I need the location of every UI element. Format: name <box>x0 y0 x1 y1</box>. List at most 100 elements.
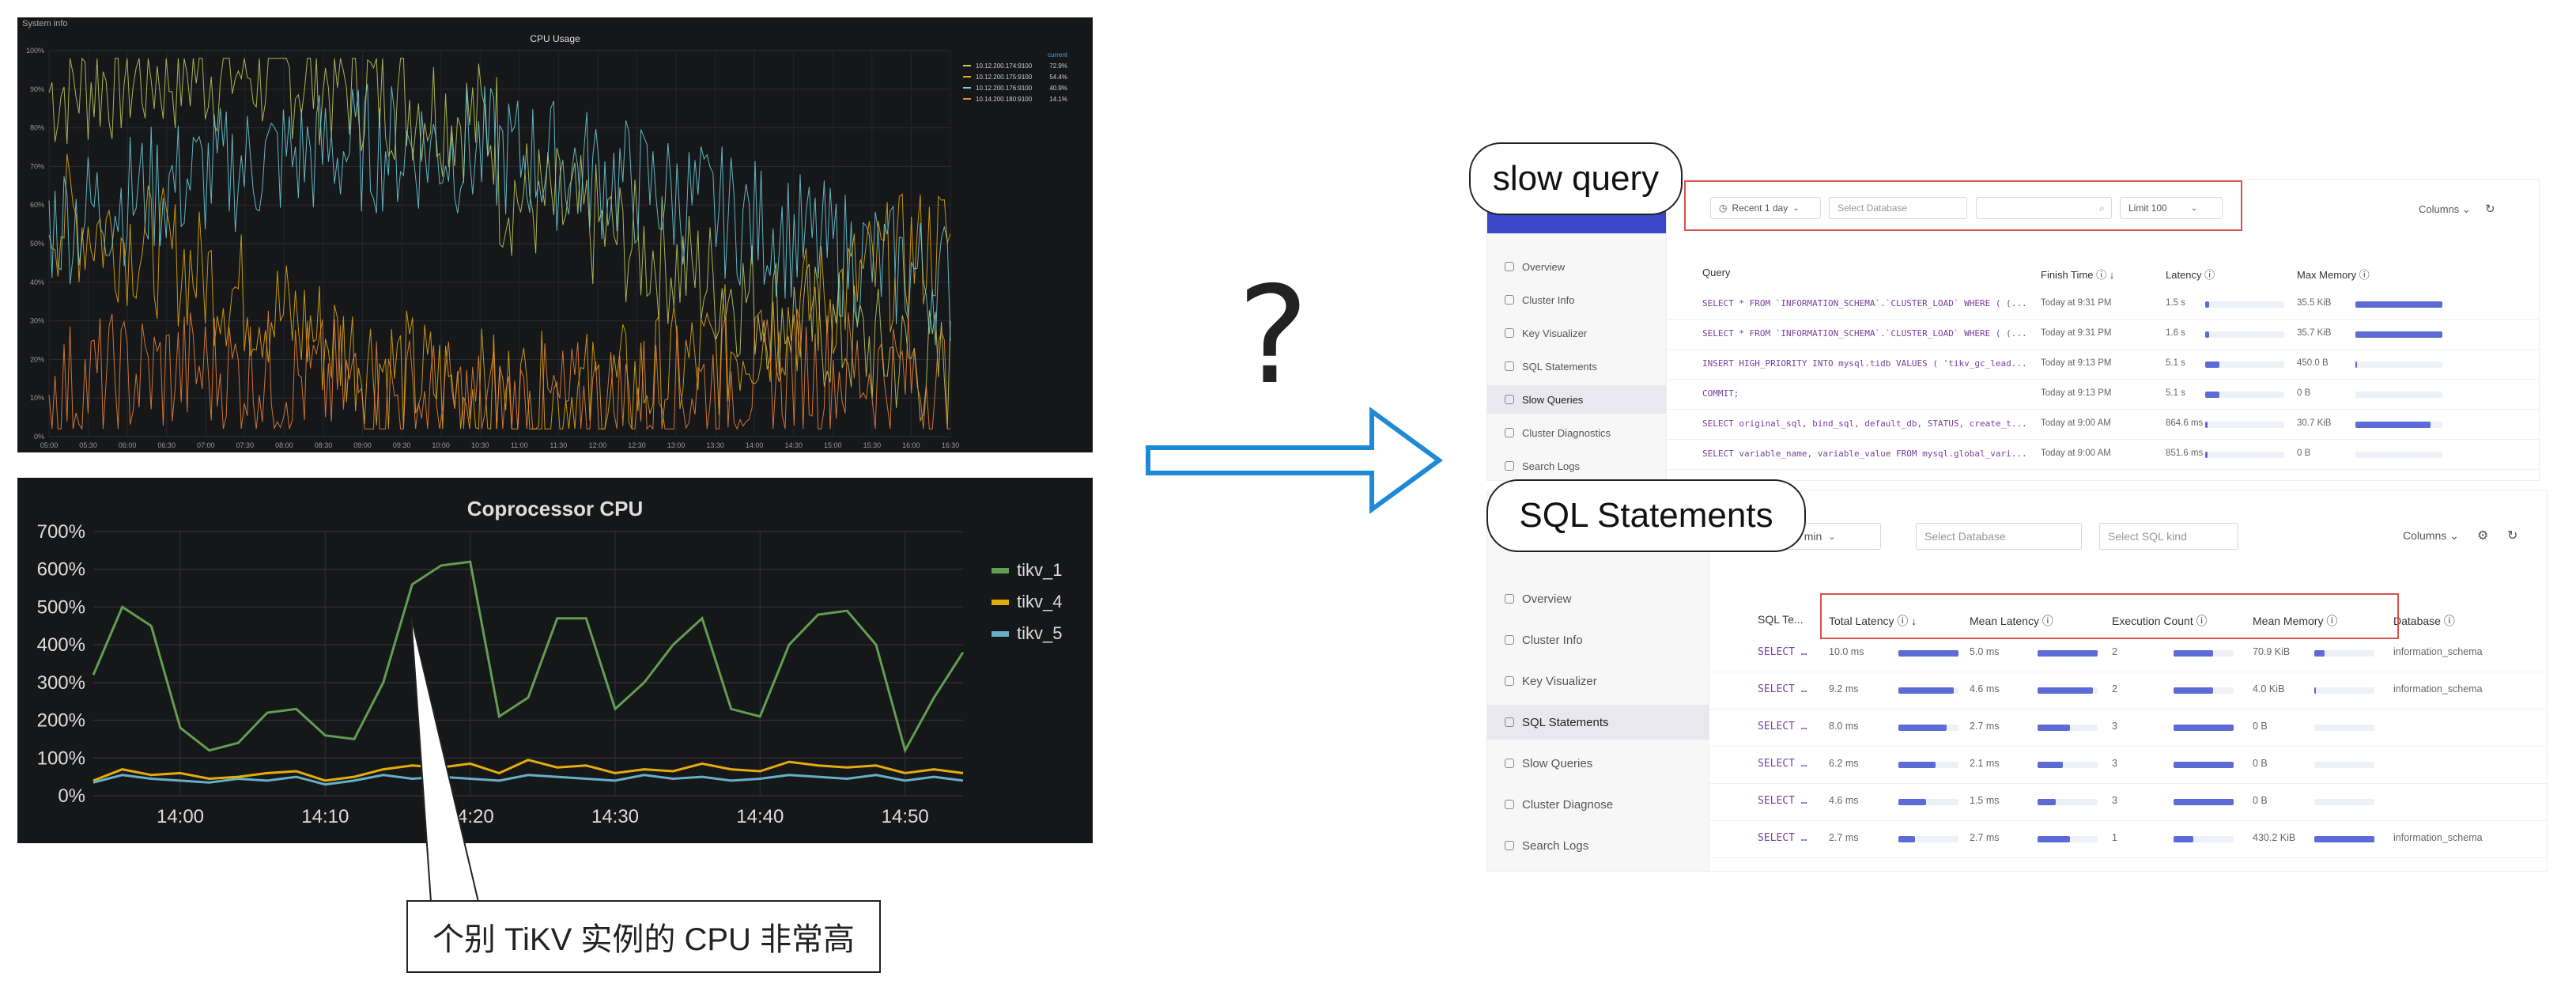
col-max-memory[interactable]: Max Memory ⓘ <box>2297 269 2370 281</box>
sidebar-item-cluster-diagnostics[interactable]: Cluster Diagnostics <box>1487 418 1666 447</box>
table-row[interactable] <box>1709 637 2547 674</box>
limit-select[interactable]: Limit 100 ⌄ <box>2120 197 2223 219</box>
finish-time: Today at 9:13 PM <box>2041 388 2112 398</box>
x-tick-label: 10:00 <box>432 441 450 449</box>
table-row[interactable] <box>1709 823 2547 860</box>
execution-count-bar-fill <box>2174 836 2194 842</box>
table-row[interactable] <box>1709 785 2547 823</box>
columns-button[interactable]: Columns ⌄ <box>2419 203 2471 215</box>
table-row[interactable] <box>1666 290 2539 320</box>
legend-swatch <box>963 76 971 78</box>
legend-name: 10.12.200.174:9100 <box>976 62 1033 70</box>
table-row[interactable] <box>1709 748 2547 785</box>
cpu-chart-title: CPU Usage <box>530 33 580 44</box>
x-tick-label: 12:00 <box>589 441 607 449</box>
settings-icon[interactable]: ⚙ <box>2477 529 2489 543</box>
col-total-latency[interactable]: Total Latency ⓘ ↓ <box>1829 615 1917 627</box>
refresh-icon[interactable]: ↻ <box>2485 202 2495 216</box>
legend-swatch <box>991 568 1009 573</box>
query-text: SELECT variable_name, variable_value FRO… <box>1702 448 2027 459</box>
sidebar-item-search-logs[interactable]: Search Logs <box>1487 828 1709 863</box>
mean-memory-value: 430.2 KiB <box>2253 832 2296 843</box>
col-query[interactable]: Query <box>1702 267 1731 278</box>
sidebar-item-search-logs[interactable]: Search Logs <box>1487 452 1666 480</box>
latency-value: 1.6 s <box>2166 328 2185 338</box>
sidebar-item-slow-queries[interactable]: Slow Queries <box>1487 746 1709 781</box>
mean-memory-bar <box>2314 650 2374 657</box>
x-tick-label: 13:00 <box>667 441 686 449</box>
latency-value: 5.1 s <box>2166 388 2185 398</box>
total-latency-bar-fill <box>1898 799 1926 805</box>
latency-bar <box>2205 392 2284 398</box>
sidebar-item-sql-statements[interactable]: SQL Statements <box>1487 705 1709 740</box>
col-execution-count[interactable]: Execution Count ⓘ <box>2112 615 2208 627</box>
sidebar-item-label: Search Logs <box>1522 838 1589 853</box>
x-tick-label: 14:50 <box>882 806 929 827</box>
row-divider <box>1709 746 2547 747</box>
memory-value: 35.7 KiB <box>2297 328 2332 338</box>
sql-template: SELECT … <box>1758 683 1807 695</box>
col-finish-time[interactable]: Finish Time ⓘ ↓ <box>2041 269 2115 281</box>
nav-icon <box>1505 841 1514 850</box>
mean-latency-bar <box>2038 836 2098 842</box>
x-tick-label: 11:00 <box>511 441 528 449</box>
sidebar-item-label: SQL Statements <box>1522 715 1609 729</box>
legend-entry: tikv_1 <box>1017 560 1062 580</box>
sidebar-item-slow-queries[interactable]: Slow Queries <box>1487 385 1666 414</box>
mean-memory-value: 4.0 KiB <box>2253 683 2285 694</box>
col-sql-template[interactable]: SQL Te... <box>1758 613 1804 626</box>
total-latency-value: 8.0 ms <box>1829 721 1859 732</box>
y-tick-label: 50% <box>30 240 44 248</box>
col-latency[interactable]: Latency ⓘ <box>2166 269 2215 281</box>
sidebar-item-sql-statements[interactable]: SQL Statements <box>1487 352 1666 380</box>
sidebar-item-key-visualizer[interactable]: Key Visualizer <box>1487 664 1709 698</box>
table-row[interactable] <box>1709 711 2547 748</box>
query-text: SELECT * FROM `INFORMATION_SCHEMA`.`CLUS… <box>1702 328 2027 339</box>
latency-value: 851.6 ms <box>2166 448 2204 458</box>
col-mean-latency[interactable]: Mean Latency ⓘ <box>1970 615 2053 627</box>
y-tick-label: 100% <box>37 747 85 769</box>
sidebar-item-label: Cluster Diagnose <box>1522 797 1614 812</box>
sidebar-item-cluster-info[interactable]: Cluster Info <box>1487 623 1709 657</box>
sidebar-item-overview[interactable]: Overview <box>1487 581 1709 616</box>
table-row[interactable] <box>1666 411 2539 441</box>
finish-time: Today at 9:00 AM <box>2041 418 2111 428</box>
table-row[interactable] <box>1666 380 2539 411</box>
mean-memory-bar <box>2314 687 2374 694</box>
mean-memory-value: 0 B <box>2253 795 2268 806</box>
search-input[interactable]: ⌕ <box>1976 197 2112 219</box>
total-latency-value: 10.0 ms <box>1829 646 1864 657</box>
sidebar-item-cluster-info[interactable]: Cluster Info <box>1487 286 1666 314</box>
database-select[interactable]: Select Database <box>1829 197 1967 219</box>
legend-entry: tikv_4 <box>1017 592 1062 611</box>
columns-button[interactable]: Columns ⌄ <box>2403 529 2459 542</box>
query-text: SELECT original_sql, bind_sql, default_d… <box>1702 418 2027 429</box>
table-row[interactable] <box>1666 441 2539 471</box>
time-range-select[interactable]: ◷ Recent 1 day ⌄ <box>1710 197 1821 219</box>
sidebar-item-cluster-diagnose[interactable]: Cluster Diagnose <box>1487 787 1709 822</box>
sidebar-item-overview[interactable]: Overview <box>1487 252 1666 281</box>
mean-latency-bar <box>2038 799 2098 805</box>
annotation-callout: 个别 TiKV 实例的 CPU 非常高 <box>406 900 881 973</box>
execution-count-bar <box>2174 799 2234 805</box>
x-tick-label: 13:30 <box>706 441 724 449</box>
sidebar-item-key-visualizer[interactable]: Key Visualizer <box>1487 319 1666 347</box>
col-database[interactable]: Database ⓘ <box>2393 615 2455 627</box>
total-latency-value: 2.7 ms <box>1829 832 1859 843</box>
memory-value: 0 B <box>2297 388 2311 398</box>
y-tick-label: 60% <box>30 201 44 209</box>
sql-kind-select[interactable]: Select SQL kind <box>2099 523 2238 550</box>
mean-memory-bar-fill <box>2314 836 2374 842</box>
table-row[interactable] <box>1666 320 2539 350</box>
refresh-icon[interactable]: ↻ <box>2507 529 2518 543</box>
query-text: INSERT HIGH_PRIORITY INTO mysql.tidb VAL… <box>1702 358 2027 369</box>
sql-template: SELECT … <box>1758 646 1807 658</box>
table-row[interactable] <box>1709 674 2547 711</box>
table-row[interactable] <box>1666 350 2539 380</box>
latency-bar <box>2205 361 2284 368</box>
sidebar-item-label: Overview <box>1522 592 1572 606</box>
col-mean-memory[interactable]: Mean Memory ⓘ <box>2253 615 2338 627</box>
database-select[interactable]: Select Database <box>1916 523 2082 550</box>
nav-icon <box>1505 395 1514 404</box>
y-tick-label: 0% <box>58 785 85 807</box>
